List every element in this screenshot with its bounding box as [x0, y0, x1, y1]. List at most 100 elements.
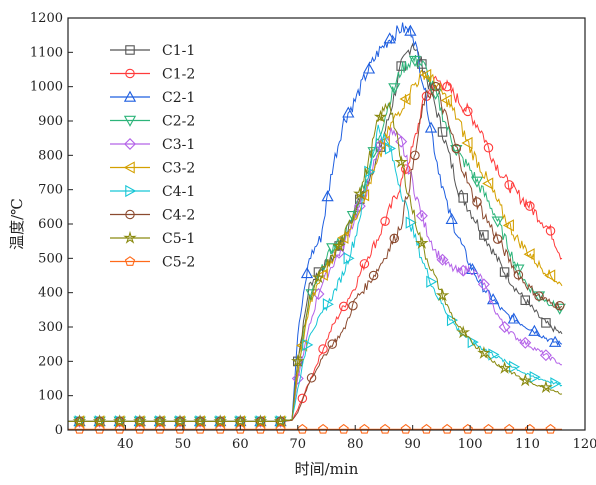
data-point	[316, 268, 328, 281]
data-point	[491, 216, 504, 228]
legend-label: C2-2	[162, 114, 195, 130]
x-tick-label: 40	[117, 437, 134, 452]
data-point	[291, 372, 304, 385]
data-point	[529, 370, 541, 384]
data-point	[322, 298, 334, 311]
data-point	[353, 186, 367, 200]
data-point	[300, 267, 314, 279]
series-line-C4-2	[68, 85, 563, 422]
data-point	[215, 423, 226, 434]
series-line-C4-1	[68, 124, 563, 422]
data-point	[338, 301, 349, 312]
legend-item: C3-2	[110, 161, 195, 177]
data-point	[539, 380, 553, 394]
data-point	[539, 349, 552, 362]
data-point	[450, 145, 463, 157]
data-point	[235, 423, 246, 434]
y-tick-label: 1100	[30, 45, 63, 60]
data-point	[424, 121, 438, 133]
data-point	[541, 318, 551, 328]
data-point	[173, 414, 187, 428]
data-point	[378, 135, 390, 148]
data-point	[273, 414, 288, 428]
legend-item: C3-1	[110, 137, 195, 153]
data-point	[383, 32, 396, 44]
legend-label: C5-2	[162, 255, 195, 271]
data-point	[233, 414, 248, 428]
data-point	[461, 136, 473, 150]
y-tick-label: 100	[38, 389, 63, 404]
y-axis-title: 温度/℃	[8, 198, 26, 250]
data-point	[359, 259, 370, 269]
legend-marker	[125, 68, 135, 79]
legend-label: C3-2	[162, 161, 195, 177]
data-point	[114, 423, 125, 434]
x-tick-label: 90	[404, 437, 421, 452]
y-tick-label: 0	[55, 423, 63, 438]
data-point	[519, 336, 532, 349]
data-point	[306, 373, 317, 383]
series-C5-1	[68, 101, 563, 428]
legend-item: C5-1	[110, 230, 195, 247]
data-point	[318, 344, 328, 354]
data-point	[133, 414, 147, 428]
data-point	[523, 248, 535, 261]
data-point	[405, 216, 417, 229]
data-point	[498, 321, 511, 333]
data-point	[213, 414, 228, 428]
data-point	[437, 127, 448, 137]
data-point	[332, 238, 346, 252]
legend: C1-1 C1-2 C2-1 C2-2 C3-1 C3-2 C4-1 C4-2 C5-1 C5-2	[110, 43, 195, 271]
data-point	[430, 81, 441, 92]
data-point	[415, 236, 429, 249]
series-line-C5-1	[68, 101, 563, 422]
data-point	[518, 373, 532, 387]
legend-marker	[123, 90, 137, 102]
data-point	[477, 278, 490, 291]
data-point	[458, 193, 468, 203]
data-point	[548, 335, 562, 347]
data-point	[415, 209, 428, 222]
data-point	[507, 312, 520, 324]
data-point	[497, 361, 512, 374]
y-tick-label: 600	[38, 217, 63, 232]
data-point	[470, 176, 484, 188]
data-point	[255, 423, 266, 434]
data-point	[388, 83, 401, 95]
data-point	[410, 150, 420, 161]
data-point	[436, 253, 449, 266]
data-point	[327, 339, 337, 349]
legend-label: C5-1	[162, 231, 195, 247]
data-point	[154, 423, 166, 434]
legend-item: C2-1	[110, 90, 195, 106]
y-tick-label: 400	[38, 286, 63, 301]
data-point	[440, 94, 452, 107]
legend-marker	[125, 45, 135, 55]
legend-label: C2-1	[162, 90, 195, 106]
data-point	[483, 143, 494, 153]
data-point	[488, 348, 500, 361]
data-point	[72, 414, 87, 428]
data-point	[94, 423, 105, 434]
data-point	[442, 423, 453, 434]
x-tick-label: 70	[290, 437, 307, 452]
data-point	[408, 55, 422, 67]
x-tick-label: 120	[573, 437, 596, 452]
data-point	[550, 377, 562, 390]
data-point	[451, 143, 462, 154]
y-tick-label: 1000	[30, 80, 63, 95]
legend-item: C1-2	[110, 67, 195, 83]
data-point	[504, 423, 515, 434]
legend-label: C1-2	[162, 67, 195, 83]
data-point	[479, 230, 489, 240]
data-point	[435, 288, 450, 302]
series-C5-2	[68, 423, 562, 434]
legend-marker	[123, 230, 137, 244]
data-point	[394, 155, 408, 168]
data-point	[513, 270, 524, 280]
y-tick-label: 500	[38, 251, 63, 266]
legend-marker	[123, 115, 137, 127]
x-tick-label: 80	[347, 437, 364, 452]
data-point	[342, 106, 355, 118]
y-tick-label: 300	[38, 320, 63, 335]
